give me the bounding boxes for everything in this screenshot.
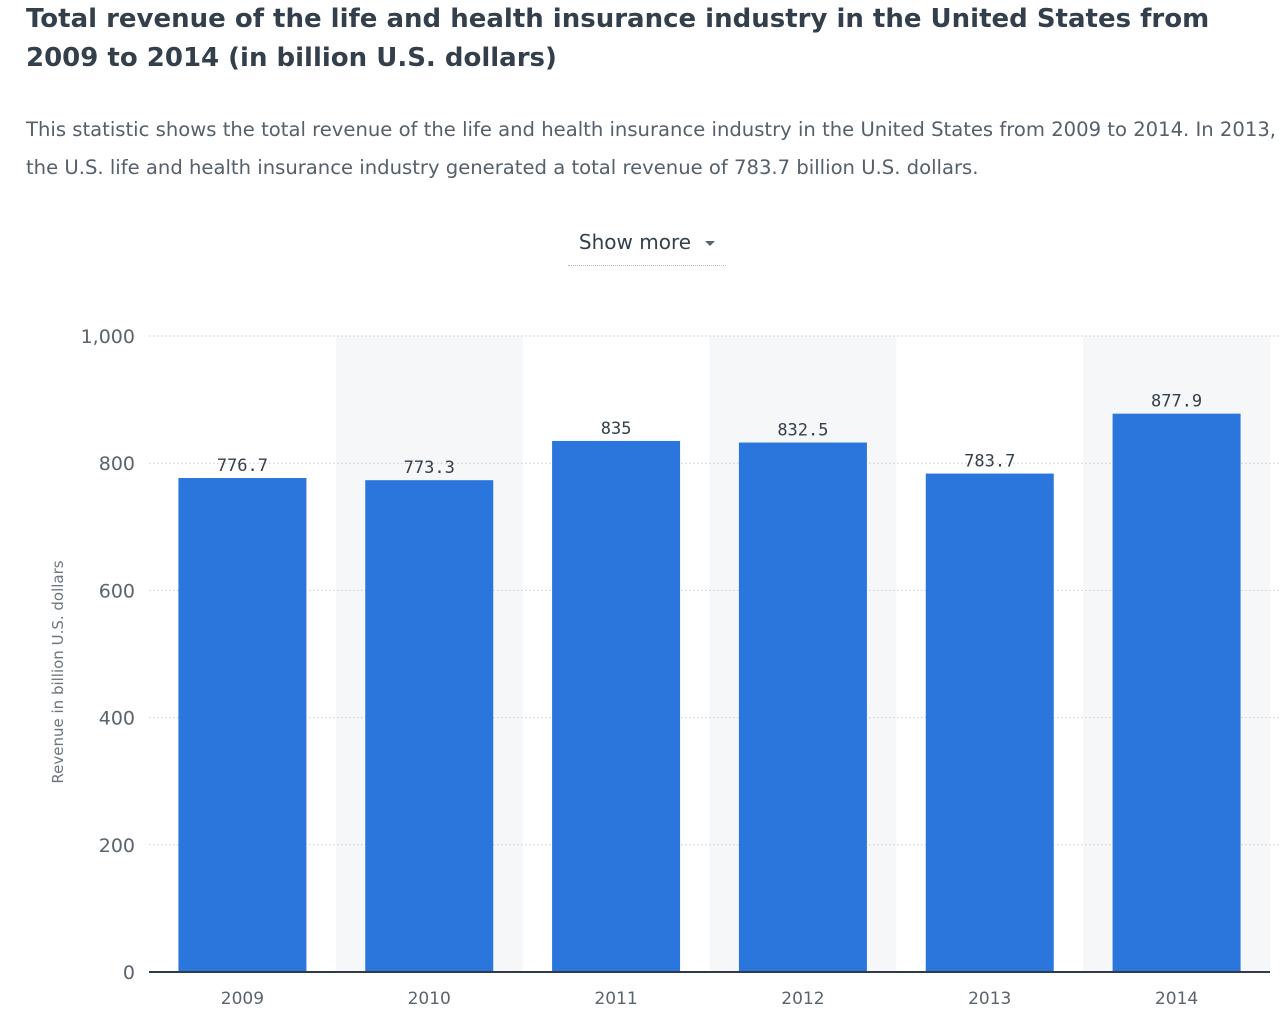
data-label: 773.3: [404, 458, 455, 478]
data-label: 783.7: [964, 452, 1015, 472]
y-axis-label: Revenue in billion U.S. dollars: [49, 560, 67, 783]
x-tick-label: 2009: [221, 989, 264, 1009]
x-tick-label: 2011: [594, 989, 637, 1009]
y-tick-label: 1,000: [81, 326, 135, 348]
show-more-label: Show more: [578, 229, 692, 254]
y-tick-label: 600: [99, 580, 135, 602]
y-tick-label: 400: [99, 708, 135, 730]
y-tick-label: 200: [99, 835, 135, 857]
bar[interactable]: [178, 478, 307, 972]
show-more-button[interactable]: Show more: [568, 222, 726, 266]
chart-description: This statistic shows the total revenue o…: [26, 118, 1277, 179]
chevron-down-icon: [705, 240, 716, 246]
x-tick-label: 2013: [968, 989, 1011, 1009]
x-tick-label: 2014: [1155, 989, 1198, 1009]
data-label: 832.5: [777, 421, 828, 441]
bar[interactable]: [552, 440, 681, 972]
data-label: 877.9: [1151, 392, 1202, 412]
bar-chart: 776.7 773.3 835 832.5 783.7 877.9 0 200 400 600 8…: [49, 326, 1280, 1009]
data-label: 776.7: [217, 456, 268, 476]
x-tick-label: 2010: [408, 989, 451, 1009]
page-title: Total revenue of the life and health ins…: [26, 4, 1210, 73]
bar[interactable]: [1112, 413, 1241, 972]
y-tick-label: 0: [123, 962, 135, 984]
x-tick-label: 2012: [781, 989, 824, 1009]
chart-container: 776.7 773.3 835 832.5 783.7 877.9 0 200 400 600 8…: [0, 300, 1280, 1017]
bar[interactable]: [925, 473, 1054, 972]
bar[interactable]: [365, 480, 494, 972]
bar[interactable]: [738, 442, 867, 972]
y-tick-label: 800: [99, 453, 135, 475]
data-label: 835: [601, 419, 632, 439]
